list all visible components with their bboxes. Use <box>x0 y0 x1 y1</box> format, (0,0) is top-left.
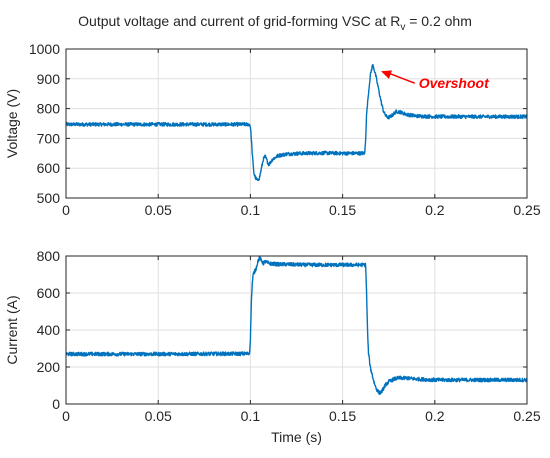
x-tick-label: 0.2 <box>425 202 445 218</box>
y-tick-label: 0 <box>52 396 60 412</box>
y-tick-label: 200 <box>37 359 61 375</box>
axes-box <box>65 48 528 199</box>
y-axis-label: Current (A) <box>4 295 20 364</box>
y-tick-label: 600 <box>37 160 61 176</box>
x-tick-label: 0.25 <box>513 202 540 218</box>
y-tick-label: 400 <box>37 322 61 338</box>
x-tick-label: 0.2 <box>425 408 445 424</box>
x-tick-label: 0.1 <box>241 408 261 424</box>
annotation-label: Overshoot <box>419 75 490 91</box>
voltage-panel: 0 0.05 0.1 0.15 0.2 0.25 500 600 700 800 900 1000 Vo… <box>4 41 541 218</box>
chart-title: Output voltage and current of grid-formi… <box>78 13 472 33</box>
x-tick-label: 0.05 <box>145 408 172 424</box>
y-tick-label: 1000 <box>29 41 60 57</box>
x-tick-label: 0.1 <box>241 202 261 218</box>
x-tick-label: 0.15 <box>329 202 356 218</box>
current-panel: 0 0.05 0.1 0.15 0.2 0.25 0 200 400 600 800 Current … <box>4 248 541 445</box>
annotation-arrow-head <box>381 70 392 79</box>
y-tick-label: 800 <box>37 101 61 117</box>
y-tick-label: 800 <box>37 248 61 264</box>
x-tick-label: 0 <box>62 202 70 218</box>
x-tick-label: 0 <box>62 408 70 424</box>
x-axis-label: Time (s) <box>271 429 322 445</box>
annotation-arrow-shaft <box>388 72 416 84</box>
x-tick-label: 0.25 <box>513 408 540 424</box>
y-tick-label: 600 <box>37 285 61 301</box>
series-line <box>65 63 528 182</box>
plot-area <box>66 49 527 198</box>
series-line <box>65 256 528 396</box>
x-tick-label: 0.05 <box>145 202 172 218</box>
x-tick-label: 0.15 <box>329 408 356 424</box>
y-tick-label: 900 <box>37 71 61 87</box>
y-tick-label: 500 <box>37 190 61 206</box>
y-axis-label: Voltage (V) <box>4 89 20 158</box>
y-tick-label: 700 <box>37 130 61 146</box>
